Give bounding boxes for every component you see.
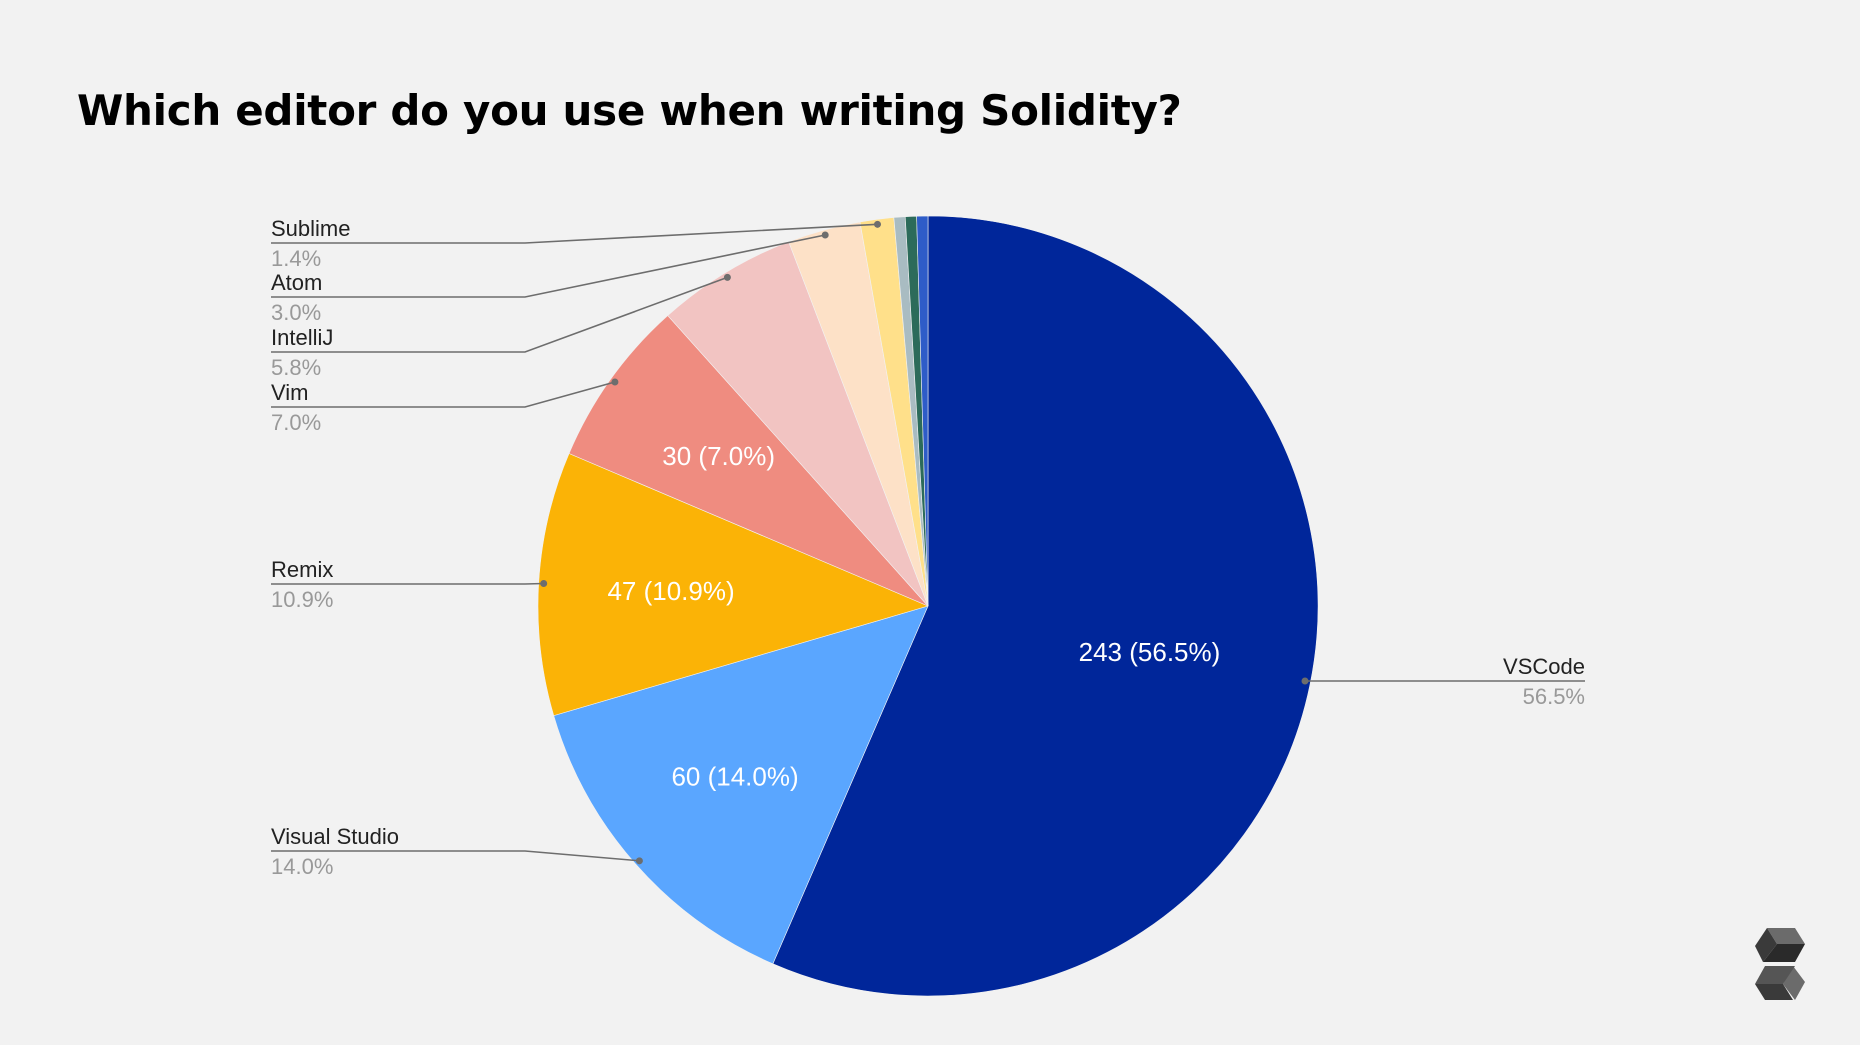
- legend-percent-atom: 3.0%: [271, 300, 321, 325]
- leader-line-intellij: [271, 276, 728, 353]
- legend-name-intellij: IntelliJ: [271, 325, 333, 350]
- legend-percent-sublime: 1.4%: [271, 246, 321, 271]
- leader-line-vim: [271, 381, 616, 408]
- callout-vim: Vim 7.0%: [271, 380, 321, 435]
- legend-percent-vscode: 56.5%: [1523, 684, 1585, 709]
- pie-slice-vim: [568, 315, 929, 607]
- callout-intellij: IntelliJ 5.8%: [271, 325, 333, 380]
- pie-slice-vscode: [772, 215, 1319, 997]
- data-label-visual-studio: 60 (14.0%): [671, 761, 798, 791]
- chart-title: Which editor do you use when writing Sol…: [77, 86, 1182, 135]
- legend-name-remix: Remix: [271, 557, 333, 582]
- callout-remix: Remix 10.9%: [271, 557, 333, 612]
- callout-labels: VSCode 56.5% Visual Studio 14.0% Remix 10.9% V…: [271, 216, 1585, 879]
- callout-vscode: VSCode 56.5%: [1503, 654, 1585, 709]
- solidity-logo-icon: [1755, 928, 1805, 1000]
- legend-percent-visual-studio: 14.0%: [271, 854, 333, 879]
- legend-name-vim: Vim: [271, 380, 309, 405]
- leader-lines: [271, 220, 1585, 865]
- legend-name-vscode: VSCode: [1503, 654, 1585, 679]
- leader-line-sublime: [271, 223, 878, 244]
- leader-dot-sublime: [874, 220, 881, 228]
- data-label-vscode: 243 (56.5%): [1079, 637, 1221, 667]
- leader-line-remix: [271, 582, 544, 585]
- leader-line-atom: [271, 234, 826, 298]
- data-label-remix: 47 (10.9%): [607, 576, 734, 606]
- leader-dot-atom: [821, 231, 829, 239]
- legend-name-visual-studio: Visual Studio: [271, 824, 399, 849]
- leader-dot-intellij: [723, 273, 731, 281]
- leader-dot-vim: [611, 378, 619, 386]
- pie-slice-other-9: [916, 215, 929, 607]
- pie-slices: [537, 215, 1319, 997]
- data-label-vim: 30 (7.0%): [662, 441, 775, 471]
- legend-percent-intellij: 5.8%: [271, 355, 321, 380]
- pie-slice-visual-studio: [553, 605, 929, 965]
- leader-dot-vscode: [1301, 677, 1309, 685]
- leader-dot-remix: [540, 580, 548, 588]
- leader-line-visual-studio: [271, 850, 640, 862]
- legend-name-sublime: Sublime: [271, 216, 350, 241]
- legend-percent-vim: 7.0%: [271, 410, 321, 435]
- callout-atom: Atom 3.0%: [271, 270, 322, 325]
- legend-percent-remix: 10.9%: [271, 587, 333, 612]
- callout-sublime: Sublime 1.4%: [271, 216, 350, 271]
- legend-name-atom: Atom: [271, 270, 322, 295]
- leader-dot-visual-studio: [635, 857, 643, 865]
- pie-data-labels: 243 (56.5%) 60 (14.0%) 47 (10.9%) 30 (7.0%): [607, 441, 1220, 791]
- callout-visual-studio: Visual Studio 14.0%: [271, 824, 399, 879]
